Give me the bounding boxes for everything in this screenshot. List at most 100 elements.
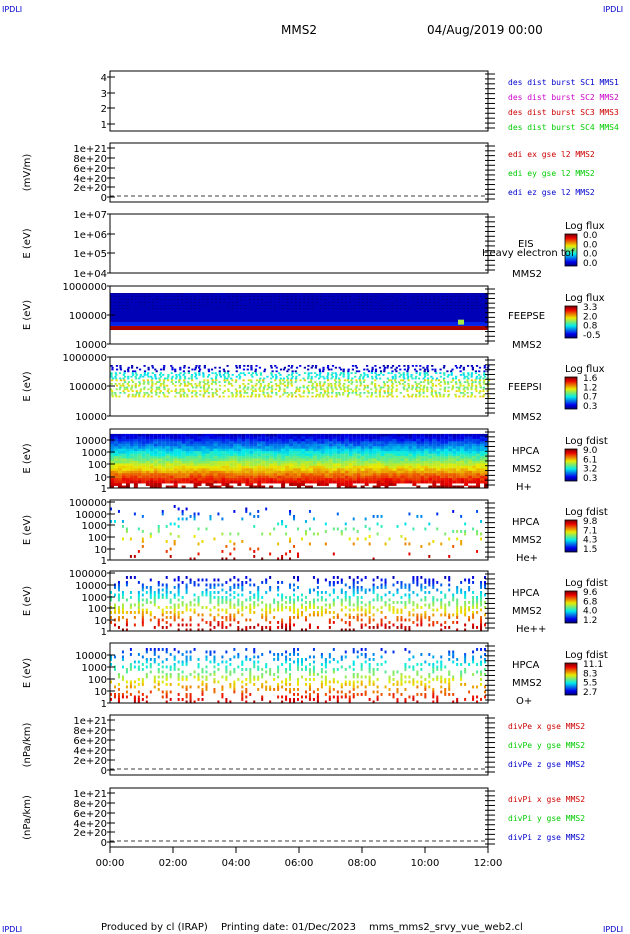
spectrogram-cell	[221, 443, 226, 447]
spectrogram-cell	[113, 438, 118, 442]
spectrogram-cell	[463, 393, 466, 396]
spectrogram-cell	[197, 483, 202, 486]
spectrogram-cell	[119, 392, 122, 394]
spectrogram-hpca-h	[110, 433, 489, 489]
spectrogram-cell	[412, 470, 417, 474]
spectrogram-cell	[289, 460, 294, 464]
spectrogram-cell	[179, 368, 182, 371]
spectrogram-cell	[391, 370, 394, 373]
spectrogram-cell	[147, 302, 150, 303]
spectrogram-cell	[277, 470, 282, 474]
spacecraft-label: MMS2	[512, 535, 542, 546]
spectrogram-cell	[230, 383, 233, 385]
spectrogram-cell	[416, 578, 419, 582]
spectrogram-cell	[155, 393, 158, 396]
spectrogram-cell	[360, 596, 363, 599]
spectrogram-cell	[380, 596, 383, 599]
spectrogram-cell	[404, 463, 409, 467]
spectrogram-cell	[121, 443, 126, 447]
spectrogram-cell	[416, 293, 419, 294]
spectrogram-cell	[456, 616, 459, 619]
spectrogram-cell	[233, 510, 236, 513]
spectrogram-cell	[484, 448, 489, 452]
spectrogram-cell	[400, 465, 405, 469]
spectrogram-cell	[175, 392, 178, 394]
spectrogram-cell	[344, 458, 349, 462]
spectrogram-cell	[123, 375, 127, 378]
spectrogram-cell	[448, 456, 453, 459]
spectrogram-cell	[289, 438, 294, 442]
spectrogram-cell	[428, 463, 433, 467]
spectrogram-cell	[440, 463, 445, 467]
spectrogram-cell	[270, 381, 273, 383]
spectrogram-cell	[416, 433, 421, 437]
spectrogram-cell	[191, 395, 194, 398]
spectrogram-cell	[165, 550, 168, 553]
spectrogram-cell	[420, 299, 423, 300]
spectrogram-cell	[241, 446, 246, 450]
spectrogram-cell	[169, 443, 174, 447]
spectrogram-cell	[440, 453, 445, 457]
spectrogram-cell	[451, 384, 454, 387]
spectrogram-cell	[198, 370, 201, 373]
spectrogram-cell	[436, 473, 441, 477]
spectrogram-cell	[312, 473, 317, 477]
spectrogram-cell	[436, 475, 441, 479]
spectrogram-cell	[380, 456, 385, 459]
spectrogram-cell	[412, 608, 415, 612]
spectrogram-cell	[310, 381, 313, 383]
spectrogram-cell	[121, 593, 124, 597]
spectrogram-cell	[133, 475, 138, 479]
spectrogram-cell	[480, 603, 483, 607]
spectrogram-cell	[307, 308, 310, 309]
spectrogram-cell	[356, 601, 359, 604]
spectrogram-cell	[164, 305, 167, 306]
spectrogram-cell	[408, 438, 413, 442]
spectrogram-cell	[205, 588, 208, 592]
spectrogram-cell	[253, 436, 258, 440]
spectrogram-cell	[164, 308, 167, 309]
spectrogram-cell	[452, 451, 457, 454]
spectrogram-cell	[391, 395, 394, 398]
spectrogram-cell	[233, 606, 236, 609]
spectrogram-cell	[218, 372, 221, 374]
spectrogram-cell	[237, 603, 240, 607]
spectrogram-cell	[289, 483, 294, 486]
spectrogram-cell	[125, 581, 128, 584]
spectrogram-cell	[165, 616, 168, 619]
spectrogram-cell	[289, 586, 292, 589]
spectrogram-cell	[131, 372, 134, 374]
spectrogram-cell	[291, 365, 294, 367]
spectrogram-cell	[356, 436, 361, 440]
spectrogram-cell	[178, 381, 181, 383]
spectrogram-cell	[320, 596, 323, 599]
spectrogram-cell	[444, 576, 447, 579]
spectrogram-cell	[336, 483, 341, 486]
spectrogram-cell	[472, 485, 477, 489]
spectrogram-cell	[392, 448, 397, 452]
spectrogram-cell	[364, 611, 367, 614]
spectrogram-cell	[308, 463, 313, 467]
spectrogram-cell	[332, 443, 337, 447]
spectrogram-cell	[237, 460, 242, 464]
spectrogram-cell	[336, 581, 339, 584]
spectrogram-cell	[415, 372, 418, 374]
spectrogram-cell	[338, 366, 341, 369]
spectrogram-cell	[342, 393, 345, 396]
spectrogram-cell	[168, 308, 171, 309]
spectrogram-cell	[162, 368, 165, 371]
spectrogram-cell	[119, 379, 123, 382]
spectrogram-cell	[336, 460, 341, 464]
spectrogram-cell	[147, 383, 150, 385]
spectrogram-cell	[349, 296, 352, 297]
spectrogram-cell	[407, 386, 410, 389]
spectrogram-cell	[285, 606, 288, 609]
spectrogram-cell	[476, 596, 479, 599]
spectrogram-cell	[233, 478, 238, 482]
spectrogram-cell	[336, 451, 341, 454]
spectrogram-cell	[277, 468, 282, 472]
spectrogram-cell	[130, 375, 133, 378]
spectrogram-cell	[177, 598, 180, 602]
spectrogram-cell	[285, 470, 290, 474]
spectrogram-cell	[197, 441, 202, 445]
